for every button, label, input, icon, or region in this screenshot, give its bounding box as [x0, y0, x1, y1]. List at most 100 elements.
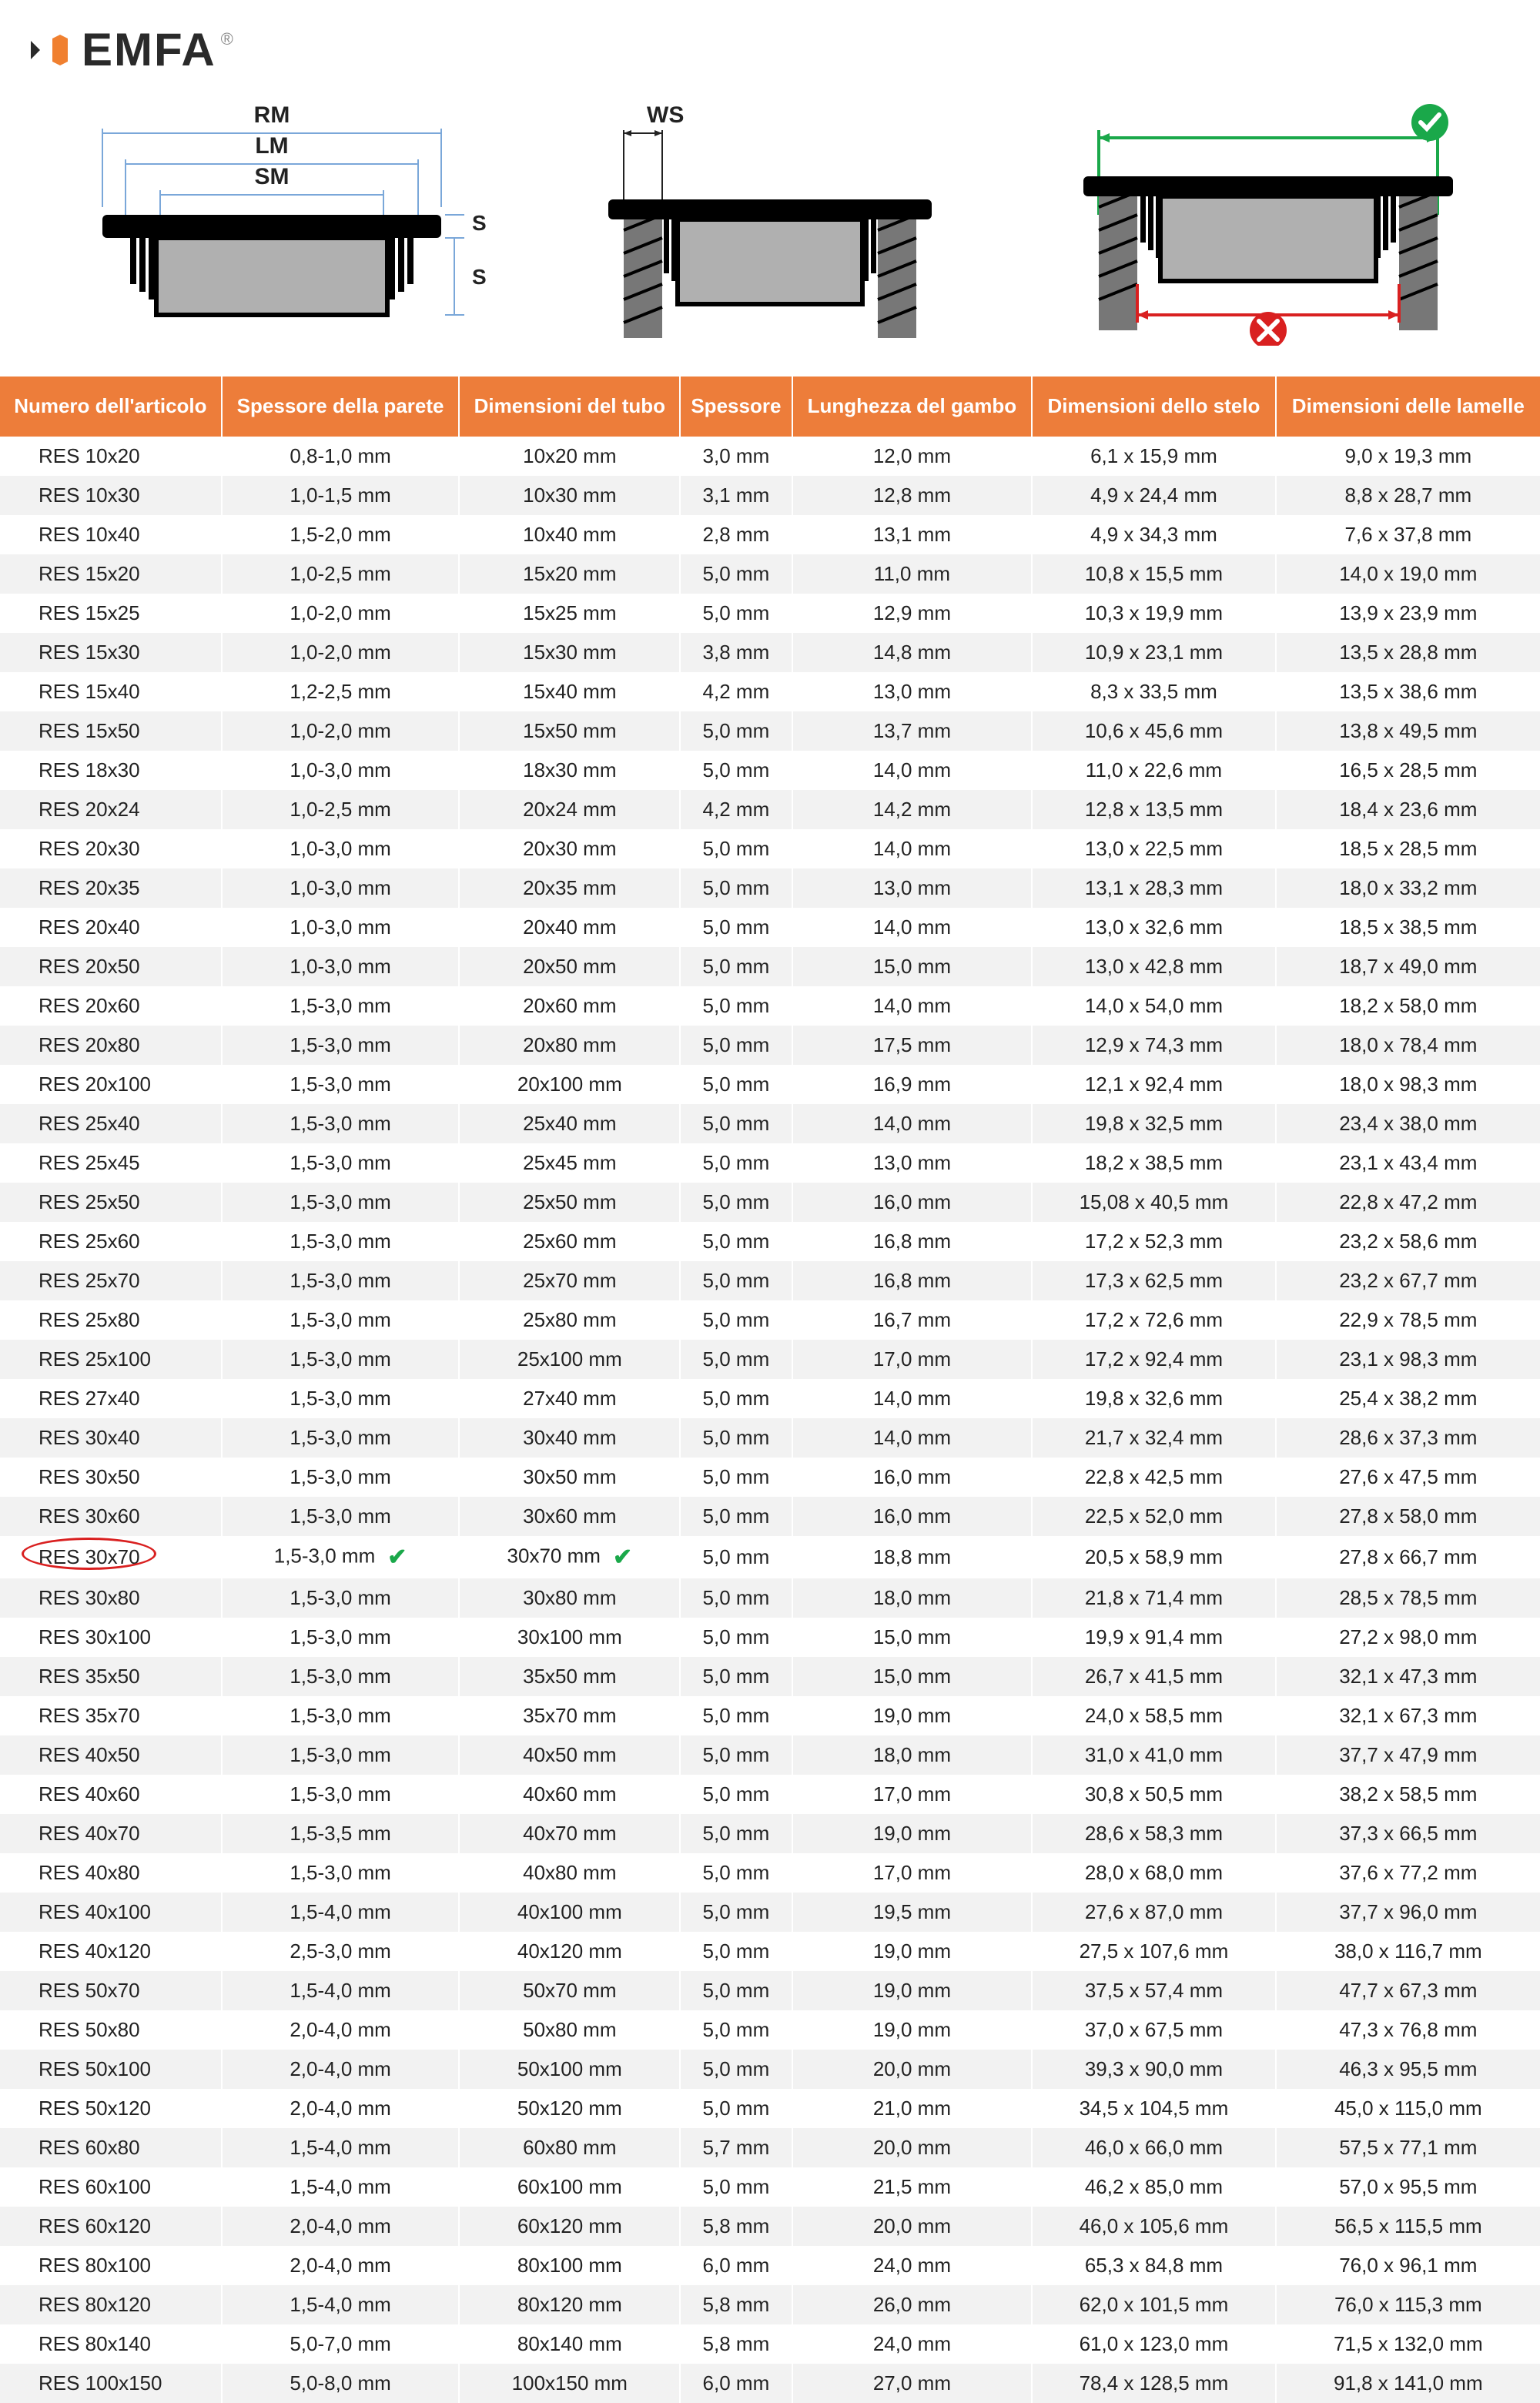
table-cell: 20x50 mm	[459, 947, 680, 986]
table-cell: 5,0 mm	[680, 1578, 792, 1618]
table-cell: 14,8 mm	[792, 633, 1033, 672]
table-cell: 18,5 x 28,5 mm	[1276, 829, 1540, 868]
table-row: RES 25x451,5-3,0 mm25x45 mm5,0 mm13,0 mm…	[0, 1143, 1540, 1183]
table-cell: 15,08 x 40,5 mm	[1032, 1183, 1275, 1222]
table-cell: RES 30x50	[0, 1458, 222, 1497]
table-cell: 11,0 x 22,6 mm	[1032, 751, 1275, 790]
table-row: RES 40x1001,5-4,0 mm40x100 mm5,0 mm19,5 …	[0, 1893, 1540, 1932]
table-cell: RES 60x80	[0, 2128, 222, 2167]
table-cell: 1,5-3,0 mm	[222, 1458, 460, 1497]
table-row: RES 80x1002,0-4,0 mm80x100 mm6,0 mm24,0 …	[0, 2246, 1540, 2285]
diagram-correct-wrong	[1053, 99, 1484, 346]
table-row: RES 30x1001,5-3,0 mm30x100 mm5,0 mm15,0 …	[0, 1618, 1540, 1657]
table-cell: 1,5-3,0 mm	[222, 1340, 460, 1379]
table-cell: 17,5 mm	[792, 1026, 1033, 1065]
table-cell: 5,0 mm	[680, 1932, 792, 1971]
table-cell: RES 50x70	[0, 1971, 222, 2010]
table-cell: RES 80x100	[0, 2246, 222, 2285]
table-cell: 5,0 mm	[680, 1536, 792, 1578]
table-cell: 16,7 mm	[792, 1300, 1033, 1340]
table-row: RES 20x501,0-3,0 mm20x50 mm5,0 mm15,0 mm…	[0, 947, 1540, 986]
table-row: RES 35x501,5-3,0 mm35x50 mm5,0 mm15,0 mm…	[0, 1657, 1540, 1696]
table-cell: 35x50 mm	[459, 1657, 680, 1696]
table-cell: 10x20 mm	[459, 437, 680, 476]
table-row: RES 30x701,5-3,0 mm✔30x70 mm✔5,0 mm18,8 …	[0, 1536, 1540, 1578]
table-cell: 5,0 mm	[680, 711, 792, 751]
table-cell: 28,6 x 58,3 mm	[1032, 1814, 1275, 1853]
table-cell: 19,0 mm	[792, 1696, 1033, 1735]
table-cell: RES 40x100	[0, 1893, 222, 1932]
table-cell: 5,0 mm	[680, 594, 792, 633]
table-cell: 50x100 mm	[459, 2050, 680, 2089]
table-cell: 1,5-4,0 mm	[222, 1971, 460, 2010]
table-cell: 14,0 mm	[792, 829, 1033, 868]
table-cell: 14,0 mm	[792, 1104, 1033, 1143]
table-cell: 28,5 x 78,5 mm	[1276, 1578, 1540, 1618]
table-cell: 16,8 mm	[792, 1222, 1033, 1261]
table-cell: 5,0 mm	[680, 1458, 792, 1497]
table-cell: 60x100 mm	[459, 2167, 680, 2207]
table-cell: RES 20x60	[0, 986, 222, 1026]
table-cell: 57,0 x 95,5 mm	[1276, 2167, 1540, 2207]
table-cell: 20x100 mm	[459, 1065, 680, 1104]
table-cell: RES 80x140	[0, 2324, 222, 2364]
table-cell: 5,0 mm	[680, 1497, 792, 1536]
table-cell: 21,5 mm	[792, 2167, 1033, 2207]
table-row: RES 25x1001,5-3,0 mm25x100 mm5,0 mm17,0 …	[0, 1340, 1540, 1379]
table-cell: 12,9 x 74,3 mm	[1032, 1026, 1275, 1065]
table-cell: 19,0 mm	[792, 1932, 1033, 1971]
table-cell: 18x30 mm	[459, 751, 680, 790]
table-cell: 16,0 mm	[792, 1183, 1033, 1222]
table-cell: 5,0 mm	[680, 554, 792, 594]
table-cell: 1,5-3,0 mm	[222, 1657, 460, 1696]
logo-icon	[23, 25, 72, 75]
table-cell: 5,0 mm	[680, 1893, 792, 1932]
table-cell: 1,5-4,0 mm	[222, 1893, 460, 1932]
table-cell: 27,5 x 107,6 mm	[1032, 1932, 1275, 1971]
table-cell: 1,2-2,5 mm	[222, 672, 460, 711]
table-cell: 4,9 x 34,3 mm	[1032, 515, 1275, 554]
table-cell: 34,5 x 104,5 mm	[1032, 2089, 1275, 2128]
table-row: RES 50x701,5-4,0 mm50x70 mm5,0 mm19,0 mm…	[0, 1971, 1540, 2010]
table-row: RES 27x401,5-3,0 mm27x40 mm5,0 mm14,0 mm…	[0, 1379, 1540, 1418]
table-cell: RES 10x30	[0, 476, 222, 515]
table-cell: 5,0 mm	[680, 1300, 792, 1340]
table-cell: 18,0 x 98,3 mm	[1276, 1065, 1540, 1104]
table-cell: 16,0 mm	[792, 1497, 1033, 1536]
table-cell: RES 40x70	[0, 1814, 222, 1853]
table-cell: 40x120 mm	[459, 1932, 680, 1971]
table-cell: 30x80 mm	[459, 1578, 680, 1618]
table-cell: 1,0-1,5 mm	[222, 476, 460, 515]
table-cell: 18,7 x 49,0 mm	[1276, 947, 1540, 986]
table-cell: 13,0 mm	[792, 1143, 1033, 1183]
table-cell: 19,8 x 32,5 mm	[1032, 1104, 1275, 1143]
table-cell: 5,8 mm	[680, 2324, 792, 2364]
table-cell: 1,5-3,0 mm	[222, 1065, 460, 1104]
table-header: Numero dell'articoloSpessore della paret…	[0, 377, 1540, 437]
table-cell: 4,2 mm	[680, 790, 792, 829]
table-cell: 30,8 x 50,5 mm	[1032, 1775, 1275, 1814]
table-cell: RES 15x25	[0, 594, 222, 633]
table-cell: RES 25x45	[0, 1143, 222, 1183]
table-cell: 13,8 x 49,5 mm	[1276, 711, 1540, 751]
table-cell: 71,5 x 132,0 mm	[1276, 2324, 1540, 2364]
table-cell: 3,0 mm	[680, 437, 792, 476]
table-row: RES 15x501,0-2,0 mm15x50 mm5,0 mm13,7 mm…	[0, 711, 1540, 751]
table-cell: 5,0 mm	[680, 908, 792, 947]
table-cell: 46,0 x 66,0 mm	[1032, 2128, 1275, 2167]
table-cell: 2,8 mm	[680, 515, 792, 554]
table-cell: 12,8 x 13,5 mm	[1032, 790, 1275, 829]
table-cell: 5,0-7,0 mm	[222, 2324, 460, 2364]
table-cell: RES 18x30	[0, 751, 222, 790]
column-header: Lunghezza del gambo	[792, 377, 1033, 437]
table-cell: 1,5-3,0 mm	[222, 1183, 460, 1222]
table-cell: 13,5 x 28,8 mm	[1276, 633, 1540, 672]
table-cell: 2,0-4,0 mm	[222, 2050, 460, 2089]
table-cell: 1,0-2,5 mm	[222, 790, 460, 829]
table-cell: RES 30x70	[0, 1536, 222, 1578]
table-cell: 27,8 x 58,0 mm	[1276, 1497, 1540, 1536]
table-cell: 5,0 mm	[680, 1775, 792, 1814]
table-cell: 27,6 x 47,5 mm	[1276, 1458, 1540, 1497]
table-cell: 38,2 x 58,5 mm	[1276, 1775, 1540, 1814]
table-cell: 12,1 x 92,4 mm	[1032, 1065, 1275, 1104]
